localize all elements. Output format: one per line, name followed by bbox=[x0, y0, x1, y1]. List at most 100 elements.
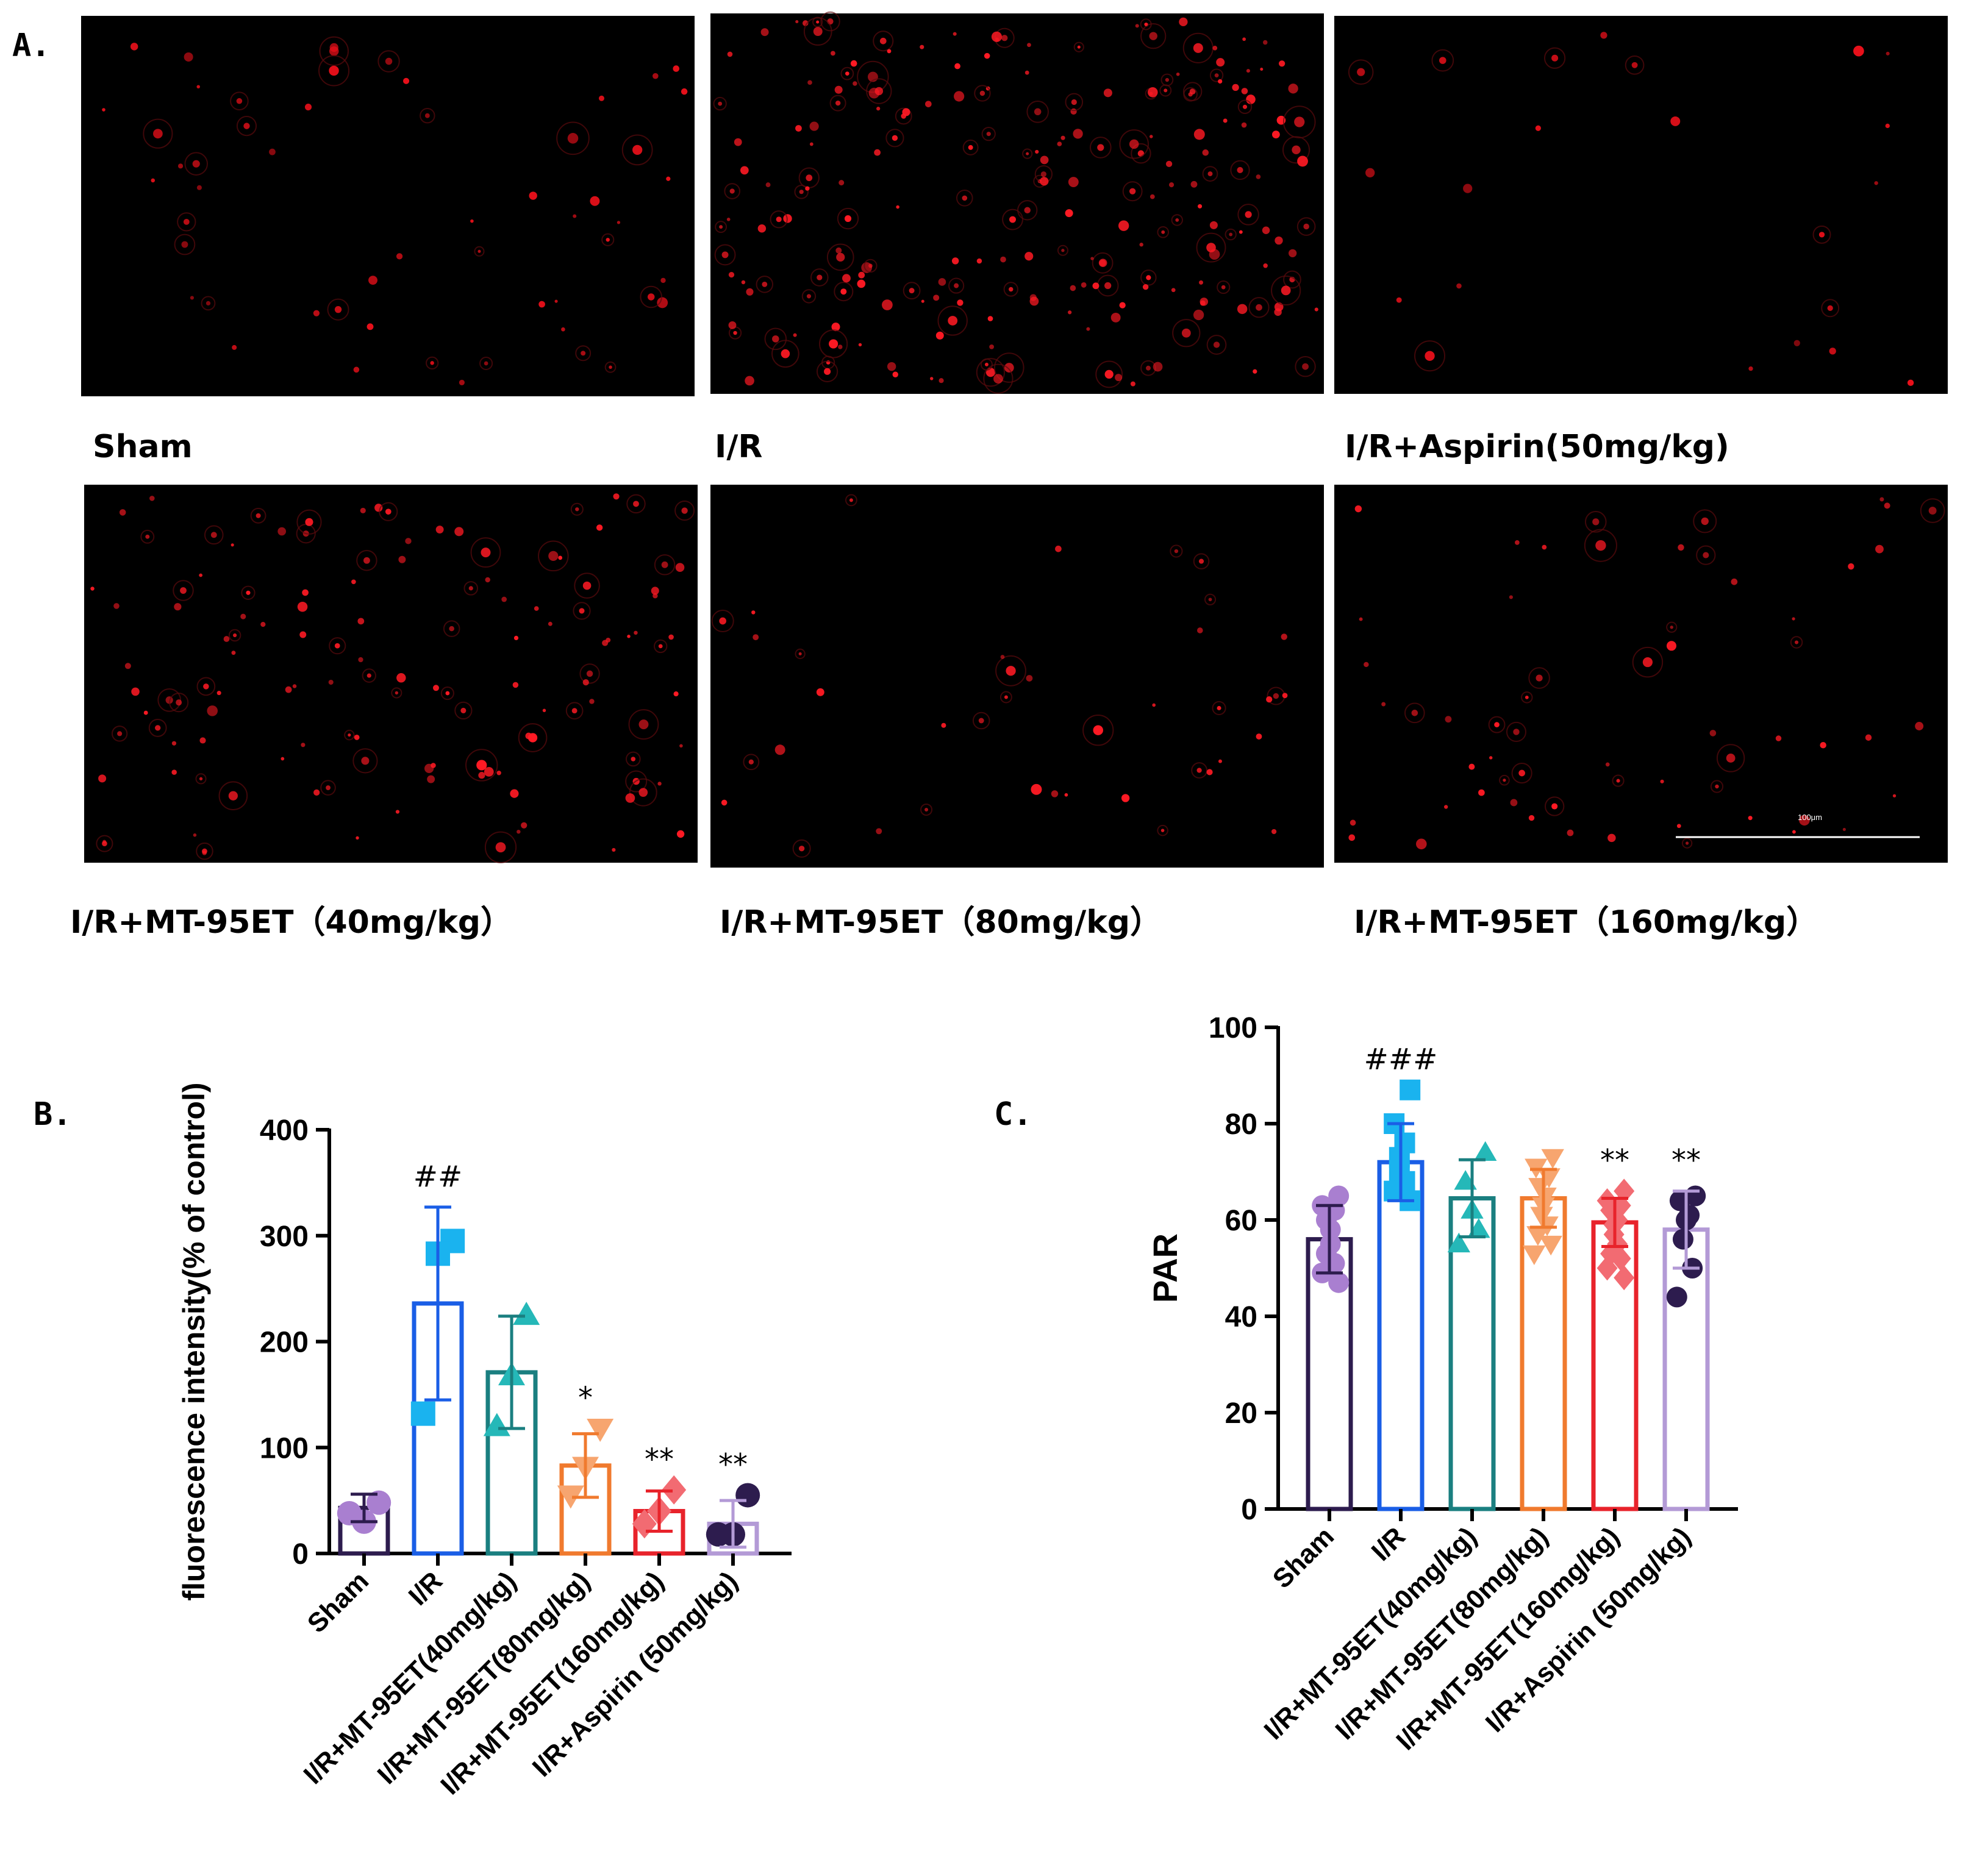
data-point bbox=[1614, 1179, 1635, 1204]
cell-halo bbox=[937, 305, 968, 336]
stained-cell bbox=[130, 43, 138, 51]
stained-cell bbox=[1029, 294, 1037, 301]
stained-cell bbox=[1489, 756, 1493, 760]
stained-cell bbox=[1207, 171, 1213, 177]
cell-halo bbox=[621, 134, 653, 166]
stained-cell bbox=[1004, 363, 1014, 373]
stained-cell bbox=[612, 847, 616, 852]
stained-cell bbox=[1425, 351, 1435, 361]
stained-cell bbox=[385, 57, 393, 65]
stained-cell bbox=[1242, 104, 1248, 109]
stained-cell bbox=[113, 603, 120, 609]
stained-cell bbox=[1009, 287, 1014, 292]
stained-cell bbox=[1875, 544, 1884, 554]
stained-cell bbox=[143, 710, 148, 715]
cell-halo bbox=[1140, 269, 1157, 286]
stained-cell bbox=[1115, 374, 1123, 382]
stained-cell bbox=[155, 725, 161, 731]
y-tick-label: 40 bbox=[1225, 1301, 1257, 1333]
stained-cell bbox=[1595, 540, 1606, 551]
significance-mark: ** bbox=[1672, 1144, 1701, 1178]
data-point bbox=[1447, 1232, 1470, 1253]
stained-cell bbox=[1070, 108, 1077, 115]
stained-cell bbox=[449, 626, 454, 632]
stained-cell bbox=[606, 238, 610, 242]
stained-cell bbox=[1660, 779, 1664, 783]
stained-cell bbox=[1129, 188, 1136, 194]
cell-halo bbox=[803, 17, 832, 46]
cell-halo bbox=[344, 729, 355, 741]
stained-cell bbox=[240, 613, 246, 619]
data-point bbox=[662, 1475, 687, 1505]
stained-cell bbox=[1605, 762, 1610, 767]
stained-cell bbox=[301, 743, 306, 747]
cell-halo bbox=[362, 668, 376, 683]
cell-halo bbox=[895, 107, 912, 125]
stained-cell bbox=[277, 527, 286, 536]
micrograph-2 bbox=[710, 11, 1324, 394]
stained-cell bbox=[1214, 73, 1219, 78]
stained-cell bbox=[1278, 60, 1285, 67]
stained-cell bbox=[1715, 784, 1719, 789]
stained-cell bbox=[858, 343, 862, 347]
stained-cell bbox=[1885, 123, 1890, 129]
stained-cell bbox=[1518, 769, 1525, 777]
stained-cell bbox=[102, 841, 107, 846]
micrograph-caption: I/R+Aspirin(50mg/kg) bbox=[1345, 429, 1729, 465]
data-point bbox=[1614, 1265, 1635, 1291]
micrograph-caption: I/R+MT-95ET（40mg/kg） bbox=[70, 904, 512, 941]
stained-cell bbox=[727, 51, 733, 57]
cell-halo bbox=[236, 116, 257, 137]
cell-halo bbox=[1790, 636, 1803, 649]
stained-cell bbox=[1110, 312, 1121, 323]
cell-halo bbox=[1095, 360, 1123, 388]
cell-halo bbox=[1003, 282, 1018, 297]
stained-cell bbox=[745, 376, 754, 386]
y-tick-label: 60 bbox=[1225, 1205, 1257, 1237]
stained-cell bbox=[673, 691, 679, 697]
stained-cell bbox=[1055, 545, 1062, 552]
stained-cell bbox=[351, 579, 356, 585]
stained-cell bbox=[849, 498, 853, 502]
stained-cell bbox=[991, 31, 1003, 42]
stained-cell bbox=[829, 339, 838, 349]
stained-cell bbox=[647, 293, 655, 301]
stained-cell bbox=[817, 274, 823, 280]
y-tick-label: 20 bbox=[1225, 1397, 1257, 1430]
stained-cell bbox=[476, 760, 487, 771]
stained-cell bbox=[1176, 72, 1180, 76]
stained-cell bbox=[1118, 220, 1129, 231]
cell-halo bbox=[1140, 18, 1152, 30]
cell-halo bbox=[1082, 715, 1114, 746]
stained-cell bbox=[199, 777, 203, 781]
stained-cell bbox=[445, 691, 450, 696]
stained-cell bbox=[816, 20, 820, 24]
stained-cell bbox=[1642, 657, 1653, 668]
stained-cell bbox=[887, 362, 896, 371]
cell-halo bbox=[993, 352, 1024, 383]
stained-cell bbox=[512, 682, 519, 688]
cell-halo bbox=[962, 139, 979, 155]
stained-cell bbox=[838, 180, 845, 186]
micrograph-background bbox=[710, 13, 1324, 394]
stained-cell bbox=[517, 829, 521, 834]
stained-cell bbox=[1070, 285, 1076, 291]
y-tick-label: 200 bbox=[260, 1327, 309, 1359]
stained-cell bbox=[1193, 43, 1203, 53]
cell-halo bbox=[724, 183, 740, 199]
stained-cell bbox=[357, 618, 365, 625]
cell-halo bbox=[1002, 209, 1023, 230]
cell-halo bbox=[1212, 701, 1226, 716]
stained-cell bbox=[525, 732, 532, 740]
cell-halo bbox=[1710, 780, 1724, 793]
chart-fluorescence: 0 100 200 300 400 fluorescence intensity(% of… bbox=[177, 1082, 792, 1800]
stained-cell bbox=[1879, 497, 1884, 502]
stained-cell bbox=[1731, 578, 1738, 585]
stained-cell bbox=[427, 775, 435, 783]
stained-cell bbox=[119, 509, 126, 516]
stained-cell bbox=[1709, 730, 1717, 736]
stained-cell bbox=[366, 323, 374, 330]
cell-halo bbox=[837, 207, 859, 230]
cell-halo bbox=[819, 329, 848, 358]
cell-halo bbox=[1090, 137, 1112, 159]
